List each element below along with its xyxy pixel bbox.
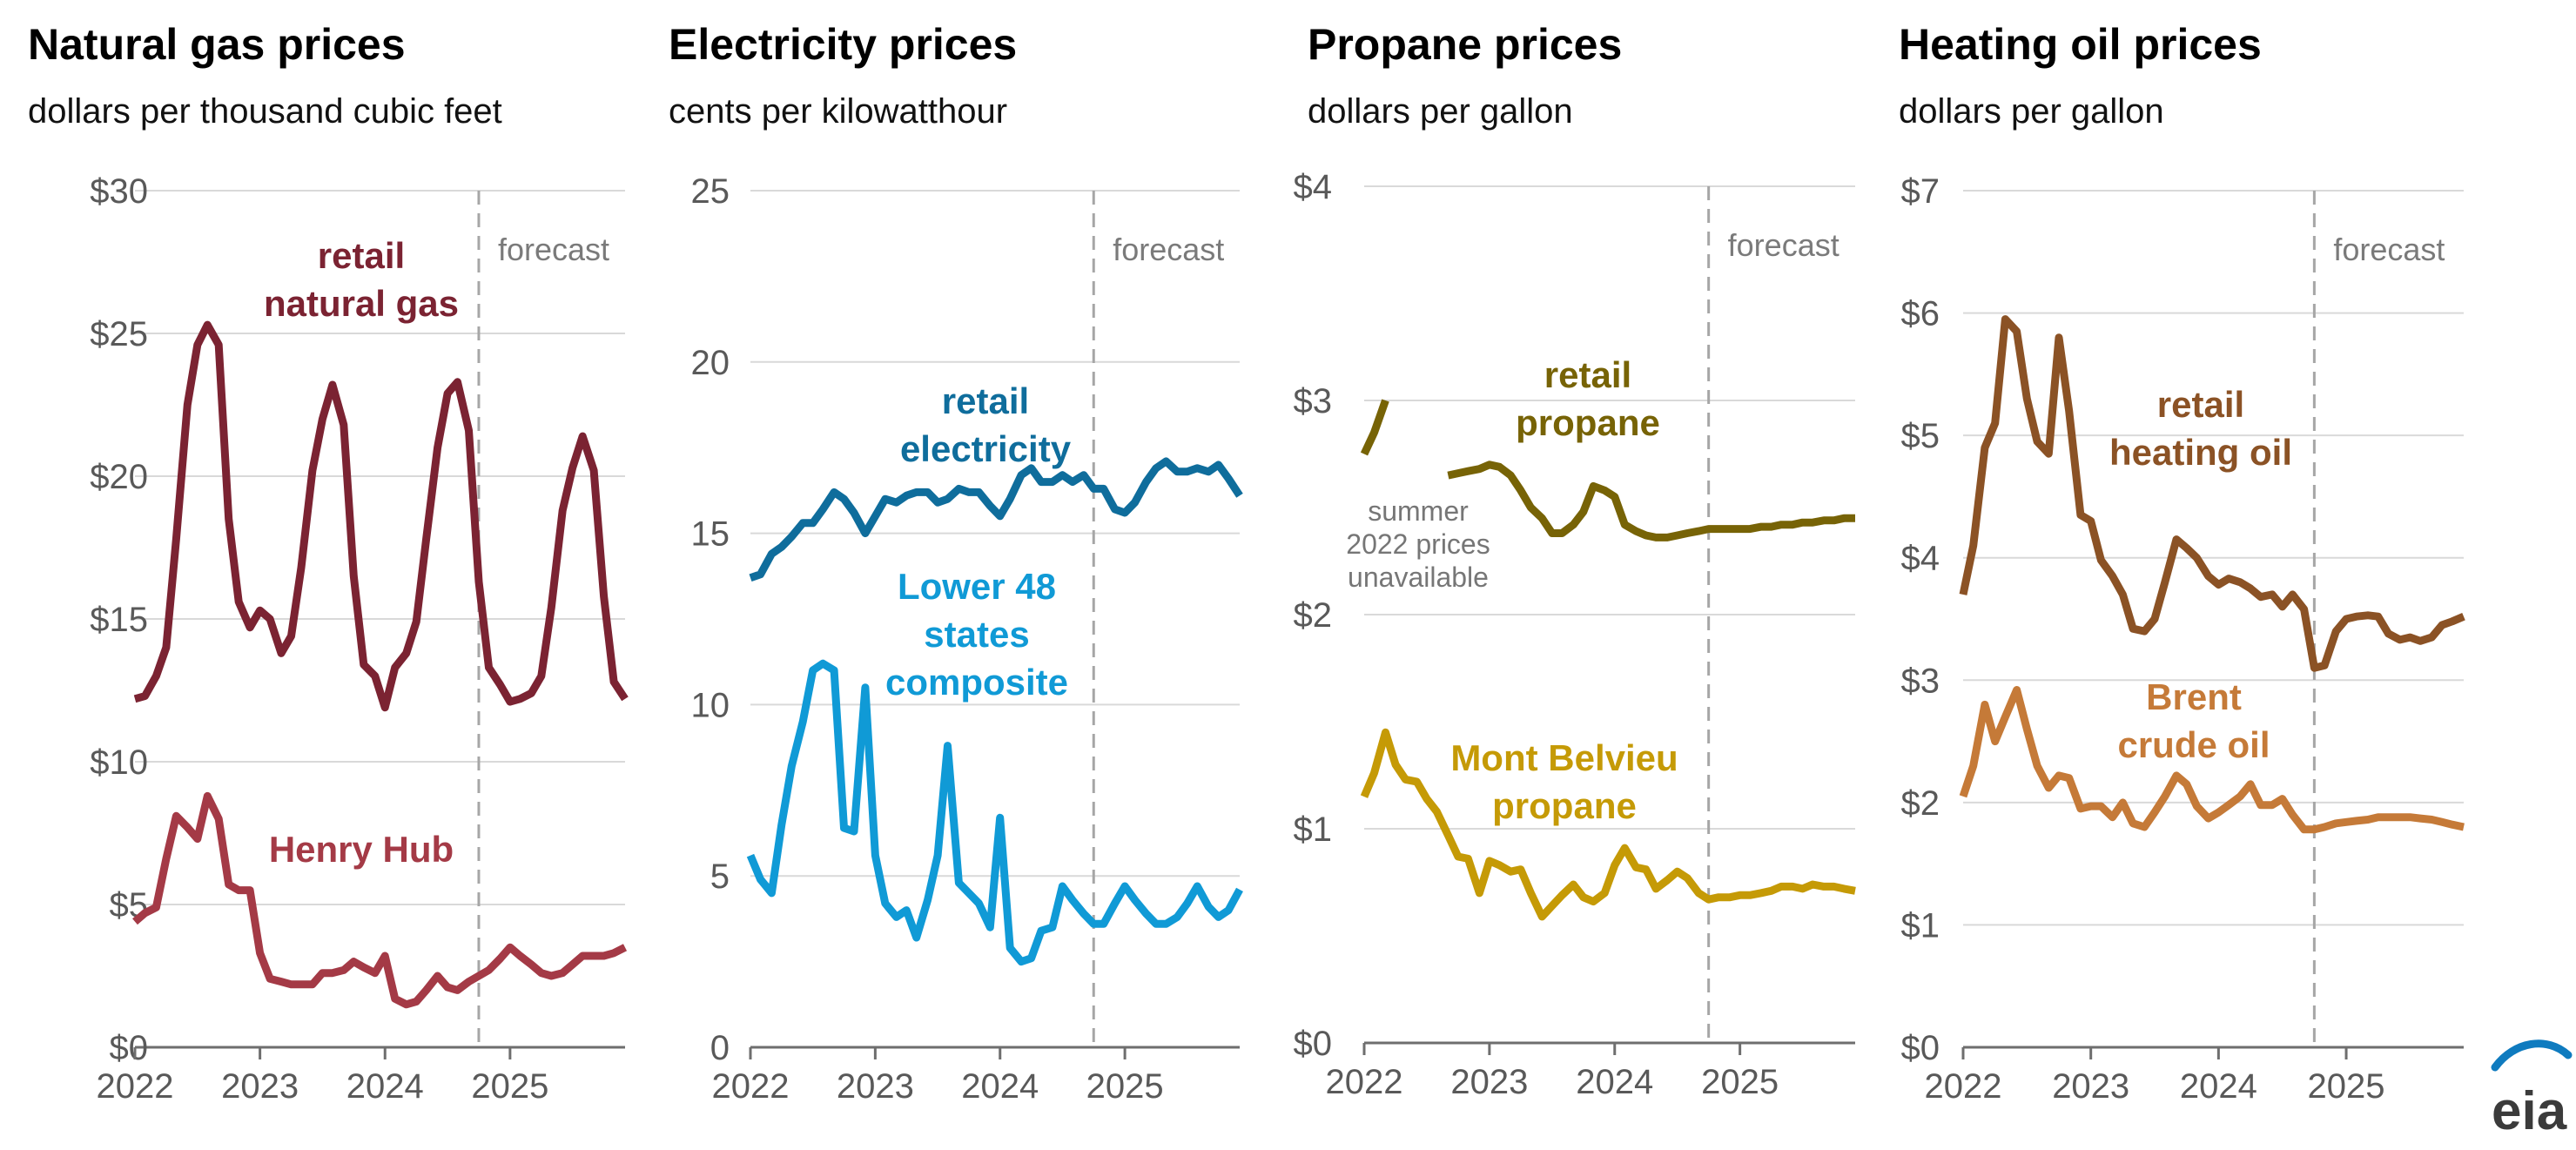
series-label: Lower 48 states composite [885, 566, 1068, 703]
x-tick-label: 2023 [1450, 1063, 1528, 1101]
x-tick-label: 2024 [961, 1067, 1039, 1106]
y-tick-label: $7 [1901, 172, 1940, 211]
y-tick-label: $30 [90, 172, 148, 211]
y-tick-label: $10 [90, 743, 148, 782]
y-tick-label: $0 [1294, 1025, 1333, 1063]
series-label: Brent crude oil [2117, 676, 2270, 765]
y-tick-label: 5 [710, 857, 730, 896]
x-tick-label: 2023 [2052, 1067, 2129, 1106]
series-line-2 [746, 659, 1243, 966]
x-tick-label: 2022 [712, 1067, 790, 1106]
x-tick-label: 2024 [1576, 1063, 1653, 1101]
chart-subtitle: dollars per thousand cubic feet [28, 92, 502, 131]
series-label: retail electricity [900, 380, 1072, 469]
x-tick-label: 2022 [1326, 1063, 1403, 1101]
chart-subtitle: cents per kilowatthour [669, 92, 1007, 131]
y-tick-label: $0 [1901, 1029, 1940, 1067]
y-tick-label: $25 [90, 315, 148, 353]
y-tick-label: 10 [691, 686, 730, 724]
eia-logo: eia [2491, 1039, 2573, 1141]
y-tick-label: $0 [110, 1029, 149, 1067]
forecast-label: forecast [2333, 232, 2445, 267]
series-label: retail natural gas [264, 235, 459, 324]
y-tick-label: $3 [1901, 662, 1940, 700]
series-label: Mont Belvieu propane [1450, 737, 1678, 826]
x-tick-label: 2025 [1086, 1067, 1164, 1106]
chart-title: Propane prices [1308, 20, 1622, 69]
chart-title: Natural gas prices [28, 20, 406, 69]
y-tick-label: $15 [90, 601, 148, 639]
chart-panel-4: Heating oil prices dollars per gallon $0 $1… [1899, 20, 2465, 1106]
x-tick-label: 2024 [346, 1067, 424, 1106]
y-tick-label: $2 [1294, 596, 1333, 635]
y-tick-label: $6 [1901, 295, 1940, 333]
series-line-1 [1959, 315, 2465, 672]
chart-panel-1: Natural gas prices dollars per thousand c… [28, 20, 629, 1106]
y-tick-label: $4 [1294, 168, 1333, 206]
series-line-1 [133, 320, 629, 712]
y-tick-label: 0 [710, 1029, 730, 1067]
chart-title: Electricity prices [669, 20, 1017, 69]
chart-title: Heating oil prices [1899, 20, 2262, 69]
x-tick-label: 2025 [1701, 1063, 1779, 1101]
x-tick-label: 2023 [837, 1067, 914, 1106]
series-line-2 [132, 791, 628, 1009]
forecast-label: forecast [1728, 227, 1840, 263]
chart-panel-2: Electricity prices cents per kilowatthour… [669, 20, 1243, 1106]
series-label: Henry Hub [269, 829, 454, 870]
series-line-2 [1959, 686, 2465, 834]
y-tick-label: $5 [1901, 417, 1940, 455]
series-label: retail heating oil [2109, 384, 2292, 473]
y-tick-label: $4 [1901, 540, 1940, 578]
x-tick-label: 2022 [97, 1067, 174, 1106]
y-tick-label: $2 [1901, 784, 1940, 823]
y-tick-label: 25 [691, 172, 730, 211]
y-tick-label: 15 [691, 515, 730, 554]
forecast-label: forecast [498, 232, 609, 267]
series-line-1 [1360, 399, 1855, 541]
x-tick-label: 2025 [2308, 1067, 2385, 1106]
annotation-note: summer 2022 prices unavailable [1346, 495, 1490, 593]
chart-panel-3: Propane prices dollars per gallon $0 $1 $2 $3… [1294, 20, 1856, 1101]
chart-subtitle: dollars per gallon [1899, 92, 2164, 131]
forecast-label: forecast [1113, 232, 1224, 267]
x-tick-label: 2023 [221, 1067, 299, 1106]
chart-subtitle: dollars per gallon [1308, 92, 1573, 131]
series-label: retail propane [1516, 354, 1660, 443]
x-tick-label: 2022 [1925, 1067, 2002, 1106]
series-line-2 [1360, 728, 1856, 921]
x-tick-label: 2024 [2180, 1067, 2257, 1106]
y-tick-label: $20 [90, 458, 148, 496]
x-tick-label: 2025 [471, 1067, 548, 1106]
logo-swoosh [2491, 1039, 2573, 1072]
logo-text: eia [2492, 1081, 2567, 1141]
y-tick-label: $3 [1294, 382, 1333, 420]
y-tick-label: $1 [1901, 906, 1940, 945]
y-tick-label: $1 [1294, 810, 1333, 849]
series-line-1 [749, 457, 1243, 582]
y-tick-label: 20 [691, 344, 730, 382]
